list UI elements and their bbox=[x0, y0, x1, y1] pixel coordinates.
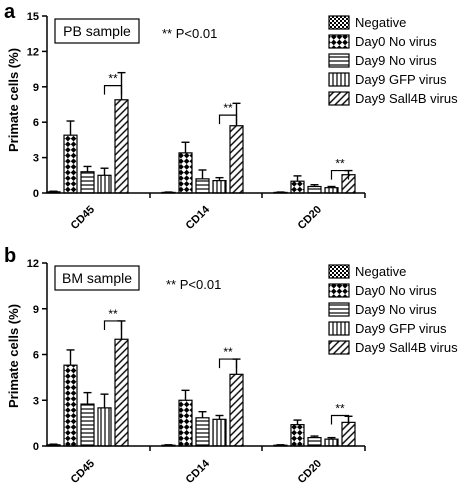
legend-swatch bbox=[328, 15, 350, 30]
category-label: CD20 bbox=[296, 204, 324, 232]
bar-big-checker bbox=[178, 399, 193, 447]
significance-bracket bbox=[218, 358, 238, 369]
legend-swatch bbox=[328, 302, 350, 317]
legend-label: Day9 No virus bbox=[355, 302, 437, 317]
bar-big-checker bbox=[63, 134, 78, 194]
y-axis-label: Primate cells (%) bbox=[6, 48, 21, 152]
bar-big-checker bbox=[178, 152, 193, 194]
sample-label: BM sample bbox=[62, 270, 132, 286]
bar-horizontal bbox=[195, 417, 210, 447]
legend-label: Day9 No virus bbox=[355, 53, 437, 68]
y-tick-label: 9 bbox=[33, 82, 39, 94]
y-tick-label: 12 bbox=[27, 46, 39, 58]
legend-label: Negative bbox=[355, 264, 406, 279]
y-tick-label: 6 bbox=[33, 350, 39, 362]
legend-label: Day0 No virus bbox=[355, 283, 437, 298]
y-tick-label: 9 bbox=[33, 304, 39, 316]
y-tick-label: 12 bbox=[27, 258, 39, 270]
bar-horizontal bbox=[307, 185, 322, 194]
legend-swatch bbox=[328, 72, 350, 87]
bar-big-checker bbox=[63, 364, 78, 447]
bar-horizontal bbox=[307, 437, 322, 447]
y-tick-label: 6 bbox=[33, 117, 39, 129]
bar-diagonal bbox=[341, 421, 356, 447]
legend-label: Negative bbox=[355, 15, 406, 30]
legend-label: Day0 No virus bbox=[355, 34, 437, 49]
bar-vertical bbox=[324, 438, 339, 447]
panel-letter: a bbox=[4, 1, 16, 23]
bar-horizontal bbox=[195, 178, 210, 194]
legend-swatch bbox=[328, 321, 350, 336]
significance-label: ** bbox=[223, 345, 233, 359]
y-tick-label: 15 bbox=[27, 11, 39, 23]
sample-label-box bbox=[54, 18, 140, 44]
pvalue-note: ** P<0.01 bbox=[162, 26, 217, 41]
significance-label: ** bbox=[223, 101, 233, 115]
panel-a: a PB sample ** P<0.01 Primate cells (%) … bbox=[4, 1, 458, 232]
sample-label-box bbox=[54, 265, 140, 291]
bar-diagonal bbox=[229, 373, 244, 447]
category-label: CD14 bbox=[184, 203, 213, 232]
significance-label: ** bbox=[108, 72, 118, 86]
category-label: CD14 bbox=[184, 457, 213, 486]
bar-diagonal bbox=[114, 338, 129, 447]
significance-bracket bbox=[103, 85, 123, 95]
legend-swatch bbox=[328, 340, 350, 355]
bar-horizontal bbox=[80, 403, 95, 447]
legend-label: Day9 GFP virus bbox=[355, 321, 447, 336]
legend-swatch bbox=[328, 264, 350, 279]
panel-letter: b bbox=[4, 245, 16, 267]
bar-diagonal bbox=[114, 99, 129, 194]
y-tick-label: 0 bbox=[33, 188, 39, 200]
y-tick-label: 3 bbox=[33, 395, 39, 407]
bar-vertical bbox=[97, 174, 112, 194]
bar-big-checker bbox=[290, 180, 305, 194]
legend-label: Day9 GFP virus bbox=[355, 72, 447, 87]
bar-vertical bbox=[212, 180, 227, 194]
category-label: CD20 bbox=[296, 458, 324, 486]
bar-horizontal bbox=[80, 171, 95, 194]
significance-bracket bbox=[330, 169, 350, 180]
sample-label: PB sample bbox=[63, 23, 131, 39]
panel-b: b BM sample ** P<0.01 Primate cells (%) … bbox=[4, 245, 458, 486]
significance-label: ** bbox=[108, 307, 118, 321]
category-label: CD45 bbox=[69, 458, 97, 486]
legend-swatch bbox=[328, 53, 350, 68]
significance-bracket bbox=[218, 114, 238, 125]
legend-swatch bbox=[328, 91, 350, 106]
significance-label: ** bbox=[335, 157, 345, 171]
legend-swatch bbox=[328, 34, 350, 49]
pvalue-note: ** P<0.01 bbox=[166, 277, 221, 292]
legend-label: Day9 Sall4B virus bbox=[355, 340, 458, 355]
legend-label: Day9 Sall4B virus bbox=[355, 91, 458, 106]
significance-bracket bbox=[330, 414, 350, 425]
significance-label: ** bbox=[335, 402, 345, 416]
legend-swatch bbox=[328, 283, 350, 298]
bar-vertical bbox=[324, 187, 339, 194]
bar-vertical bbox=[212, 418, 227, 447]
bar-diagonal bbox=[229, 125, 244, 194]
significance-bracket bbox=[103, 320, 123, 330]
y-axis-label: Primate cells (%) bbox=[6, 304, 21, 408]
bar-vertical bbox=[97, 407, 112, 447]
bar-big-checker bbox=[290, 424, 305, 447]
category-label: CD45 bbox=[69, 204, 97, 232]
y-tick-label: 3 bbox=[33, 153, 39, 165]
y-tick-label: 0 bbox=[33, 441, 39, 453]
